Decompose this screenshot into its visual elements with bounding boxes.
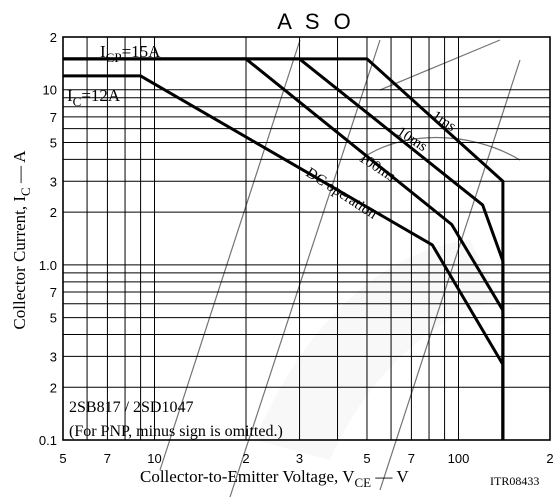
y-tick-label: 2 (50, 30, 57, 45)
watermark (159, 39, 521, 497)
y-tick-label: 7 (50, 110, 57, 125)
x-tick-label: 5 (59, 451, 66, 466)
series-label-1ms: 1ms (429, 108, 459, 135)
chart-code: ITR08433 (490, 474, 539, 488)
x-axis-label: Collector-to-Emitter Voltage, VCE — V (140, 467, 409, 490)
series-line-dc-operation (63, 74, 505, 440)
x-tick-label: 10 (147, 451, 161, 466)
series-line-100ms (63, 57, 505, 440)
ic-label: IC=12A (67, 86, 121, 109)
x-tick-label: 2 (242, 451, 249, 466)
y-axis-label: Collector Current, IC — A (10, 150, 33, 330)
x-tick-label: 7 (408, 451, 415, 466)
y-tick-label: 10 (43, 83, 57, 98)
icp-label: ICP=15A (100, 42, 161, 65)
y-tick-label: 3 (50, 174, 57, 189)
y-tick-label: 0.1 (39, 433, 57, 448)
y-tick-labels: 0.1 2 3 5 7 1.0 2 3 5 7 10 2 (39, 30, 57, 448)
x-tick-label: 100 (448, 451, 470, 466)
soa-curves (63, 57, 505, 440)
x-tick-labels: 5 7 10 2 3 5 7 100 2 (59, 451, 553, 466)
x-tick-label: 2 (546, 451, 553, 466)
x-tick-label: 7 (104, 451, 111, 466)
y-tick-label: 2 (50, 380, 57, 395)
y-tick-label: 7 (50, 285, 57, 300)
part-number: 2SB817 / 2SD1047 (69, 399, 193, 416)
series-label-100ms: 100ms (356, 150, 398, 185)
pnp-note: (For PNP, minus sign is omitted.) (69, 423, 283, 440)
y-tick-label: 2 (50, 205, 57, 220)
series-label-dc-operation: DC operation (303, 165, 380, 223)
x-tick-label: 3 (296, 451, 303, 466)
plot-frame (62, 36, 551, 441)
y-tick-label: 5 (50, 135, 57, 150)
y-tick-label: 5 (50, 311, 57, 326)
y-tick-label: 3 (50, 349, 57, 364)
x-tick-label: 5 (363, 451, 370, 466)
chart-title: A S O (277, 9, 354, 34)
y-tick-label: 1.0 (39, 258, 57, 273)
